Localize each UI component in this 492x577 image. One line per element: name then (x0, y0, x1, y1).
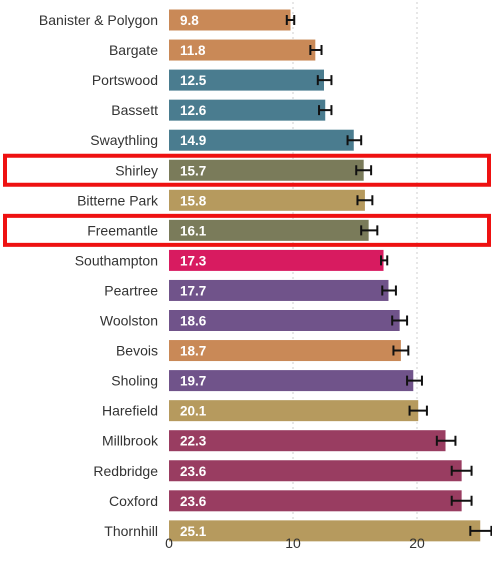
value-label: 12.5 (180, 73, 207, 88)
category-label: Millbrook (102, 433, 159, 449)
error-bar (381, 285, 397, 296)
category-label: Coxford (109, 493, 158, 509)
bar (169, 189, 365, 211)
value-label: 23.6 (180, 464, 207, 479)
bar (169, 460, 462, 482)
error-bar (318, 105, 333, 116)
error-bar (406, 375, 423, 386)
error-bar (392, 345, 410, 356)
bar (169, 310, 400, 331)
bar (169, 340, 401, 362)
category-label: Bevois (116, 343, 158, 359)
category-label: Swaythling (90, 132, 158, 148)
category-label: Shirley (115, 162, 158, 178)
error-bar (408, 405, 428, 416)
value-label: 12.6 (180, 103, 207, 118)
value-label: 22.3 (180, 434, 207, 449)
bar (169, 400, 419, 422)
error-bar (450, 465, 473, 476)
bar (169, 69, 324, 91)
bar (169, 520, 481, 542)
error-bar (469, 525, 492, 536)
error-bar (356, 195, 374, 206)
error-bar (391, 315, 409, 326)
bar (169, 430, 446, 452)
category-label: Sholing (111, 373, 158, 389)
error-bar (316, 75, 333, 86)
highlight-box (3, 213, 491, 247)
bar-layer (169, 9, 481, 542)
value-label: 16.1 (180, 223, 207, 238)
bar (169, 39, 316, 61)
error-bar (309, 45, 323, 56)
bar (169, 129, 354, 151)
value-label: 25.1 (180, 524, 207, 539)
error-bar (450, 495, 473, 506)
x-tick-label: 10 (285, 535, 301, 551)
value-label: 14.9 (180, 133, 206, 148)
category-label: Banister & Polygon (39, 12, 158, 28)
value-label: 19.7 (180, 374, 206, 389)
category-label: Redbridge (93, 463, 158, 479)
value-label: 17.7 (180, 283, 206, 298)
bar (169, 99, 326, 121)
highlight-layer (3, 153, 491, 247)
error-bar (285, 15, 296, 25)
x-axis: 0 10 20 (165, 535, 425, 551)
category-label: Freemantle (87, 222, 158, 238)
highlight-box (3, 153, 491, 187)
value-label: 23.6 (180, 494, 207, 509)
bar (169, 159, 364, 181)
value-label: 18.6 (180, 314, 207, 329)
value-label: 20.1 (180, 404, 207, 419)
category-label: Bitterne Park (77, 192, 159, 208)
bar (169, 9, 291, 31)
category-label: Southampton (75, 252, 158, 268)
category-label: Bargate (109, 42, 158, 58)
x-tick-label: 20 (409, 535, 425, 551)
error-bar (355, 165, 373, 176)
label-layer: Banister & Polygon 9.8 Bargate 11.8 Portswoo… (39, 12, 207, 539)
category-label: Bassett (111, 102, 158, 118)
bar (169, 249, 384, 271)
value-label: 17.3 (180, 253, 207, 268)
bar (169, 219, 369, 241)
value-label: 11.8 (180, 43, 206, 58)
value-label: 18.7 (180, 344, 206, 359)
x-tick-label: 0 (165, 535, 173, 551)
category-label: Peartree (104, 282, 158, 298)
bar (169, 279, 389, 301)
category-label: Thornhill (104, 523, 158, 539)
value-label: 15.7 (180, 163, 206, 178)
error-bar (346, 135, 363, 146)
error-bar (435, 435, 457, 446)
value-label: 9.8 (180, 13, 199, 28)
error-bar-layer (285, 15, 492, 536)
bar (169, 370, 414, 392)
category-label: Harefield (102, 403, 158, 419)
bar (169, 490, 462, 512)
error-bar (380, 255, 389, 266)
category-label: Woolston (100, 313, 158, 329)
value-label: 15.8 (180, 193, 207, 208)
error-bar (360, 225, 379, 236)
category-label: Portswood (92, 72, 158, 88)
